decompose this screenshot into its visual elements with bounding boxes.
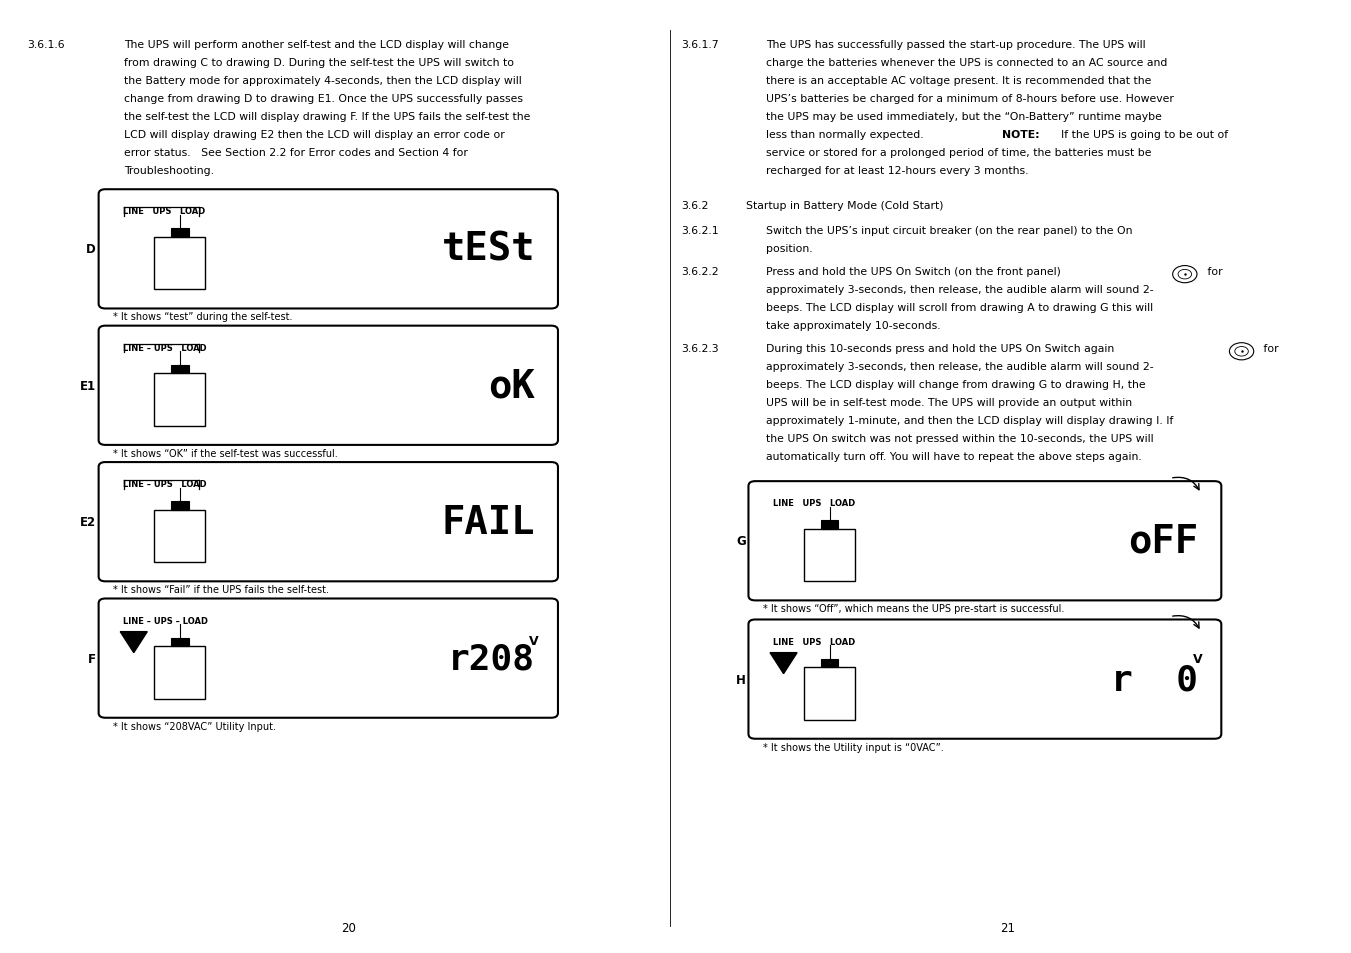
Bar xyxy=(170,365,189,374)
Text: r  0: r 0 xyxy=(1112,662,1198,697)
Text: oFF: oFF xyxy=(1128,522,1198,560)
Text: The UPS has successfully passed the start-up procedure. The UPS will: The UPS has successfully passed the star… xyxy=(766,40,1146,50)
Text: beeps. The LCD display will change from drawing G to drawing H, the: beeps. The LCD display will change from … xyxy=(766,379,1146,390)
Text: service or stored for a prolonged period of time, the batteries must be: service or stored for a prolonged period… xyxy=(766,148,1151,157)
Text: LINE – UPS – LOAD: LINE – UPS – LOAD xyxy=(123,616,208,625)
Text: D: D xyxy=(86,243,96,256)
Text: UPS’s batteries be charged for a minimum of 8-hours before use. However: UPS’s batteries be charged for a minimum… xyxy=(766,93,1174,104)
Text: less than normally expected.: less than normally expected. xyxy=(766,130,931,139)
Text: LINE   UPS   LOAD: LINE UPS LOAD xyxy=(773,498,855,508)
FancyBboxPatch shape xyxy=(748,481,1221,600)
Text: * It shows the Utility input is “0VAC”.: * It shows the Utility input is “0VAC”. xyxy=(763,741,944,752)
Text: NOTE:: NOTE: xyxy=(1002,130,1040,139)
Text: LINE   UPS   LOAD: LINE UPS LOAD xyxy=(773,637,855,646)
Text: 3.6.2: 3.6.2 xyxy=(681,200,708,211)
FancyBboxPatch shape xyxy=(99,598,558,718)
Text: the UPS On switch was not pressed within the 10-seconds, the UPS will: the UPS On switch was not pressed within… xyxy=(766,434,1154,443)
Text: 3.6.1.7: 3.6.1.7 xyxy=(681,40,719,50)
Text: Startup in Battery Mode (Cold Start): Startup in Battery Mode (Cold Start) xyxy=(746,200,943,211)
Text: 3.6.2.2: 3.6.2.2 xyxy=(681,267,719,276)
Text: UPS will be in self-test mode. The UPS will provide an output within: UPS will be in self-test mode. The UPS w… xyxy=(766,397,1132,408)
Text: LINE – UPS   LOAD: LINE – UPS LOAD xyxy=(123,479,207,489)
Bar xyxy=(170,229,189,237)
Text: approximately 3-seconds, then release, the audible alarm will sound 2-: approximately 3-seconds, then release, t… xyxy=(766,285,1154,294)
Text: r208: r208 xyxy=(449,641,535,676)
Text: error status.   See Section 2.2 for Error codes and Section 4 for: error status. See Section 2.2 for Error … xyxy=(124,148,469,157)
Bar xyxy=(154,237,205,290)
Text: 3.6.2.1: 3.6.2.1 xyxy=(681,226,719,235)
Polygon shape xyxy=(120,632,147,653)
Text: charge the batteries whenever the UPS is connected to an AC source and: charge the batteries whenever the UPS is… xyxy=(766,58,1167,68)
Text: H: H xyxy=(736,673,746,686)
Text: F: F xyxy=(88,652,96,665)
Text: oK: oK xyxy=(488,367,535,405)
FancyBboxPatch shape xyxy=(99,190,558,309)
Text: tESt: tESt xyxy=(442,231,535,269)
Text: * It shows “test” during the self-test.: * It shows “test” during the self-test. xyxy=(113,312,293,322)
Text: 3.6.1.6: 3.6.1.6 xyxy=(27,40,65,50)
FancyBboxPatch shape xyxy=(99,462,558,581)
Bar xyxy=(170,638,189,646)
Polygon shape xyxy=(770,653,797,674)
Text: take approximately 10-seconds.: take approximately 10-seconds. xyxy=(766,320,940,331)
Text: * It shows “Off”, which means the UPS pre-start is successful.: * It shows “Off”, which means the UPS pr… xyxy=(763,603,1065,614)
Bar xyxy=(820,520,839,529)
Text: approximately 1-minute, and then the LCD display will display drawing I. If: approximately 1-minute, and then the LCD… xyxy=(766,416,1174,425)
Text: * It shows “OK” if the self-test was successful.: * It shows “OK” if the self-test was suc… xyxy=(113,448,338,458)
Bar xyxy=(804,667,855,720)
Text: Switch the UPS’s input circuit breaker (on the rear panel) to the On: Switch the UPS’s input circuit breaker (… xyxy=(766,226,1132,235)
Text: The UPS will perform another self-test and the LCD display will change: The UPS will perform another self-test a… xyxy=(124,40,509,50)
Text: the Battery mode for approximately 4-seconds, then the LCD display will: the Battery mode for approximately 4-sec… xyxy=(124,76,521,86)
Text: G: G xyxy=(736,535,746,548)
Text: 21: 21 xyxy=(1000,921,1016,934)
Text: During this 10-seconds press and hold the UPS On Switch again: During this 10-seconds press and hold th… xyxy=(766,344,1115,354)
Text: position.: position. xyxy=(766,244,813,253)
Text: for: for xyxy=(1204,267,1223,276)
Text: E1: E1 xyxy=(80,379,96,393)
Text: beeps. The LCD display will scroll from drawing A to drawing G this will: beeps. The LCD display will scroll from … xyxy=(766,303,1154,313)
Text: * It shows “208VAC” Utility Input.: * It shows “208VAC” Utility Input. xyxy=(113,720,277,731)
FancyBboxPatch shape xyxy=(99,326,558,445)
Bar xyxy=(154,646,205,699)
Text: 20: 20 xyxy=(340,921,357,934)
Text: Press and hold the UPS On Switch (on the front panel): Press and hold the UPS On Switch (on the… xyxy=(766,267,1061,276)
Text: the UPS may be used immediately, but the “On-Battery” runtime maybe: the UPS may be used immediately, but the… xyxy=(766,112,1162,122)
Text: automatically turn off. You will have to repeat the above steps again.: automatically turn off. You will have to… xyxy=(766,452,1142,461)
Text: change from drawing D to drawing E1. Once the UPS successfully passes: change from drawing D to drawing E1. Onc… xyxy=(124,93,523,104)
Bar xyxy=(154,374,205,426)
Text: there is an acceptable AC voltage present. It is recommended that the: there is an acceptable AC voltage presen… xyxy=(766,76,1151,86)
Bar xyxy=(804,529,855,581)
Text: recharged for at least 12-hours every 3 months.: recharged for at least 12-hours every 3 … xyxy=(766,166,1028,175)
Text: FAIL: FAIL xyxy=(442,503,535,541)
Text: V: V xyxy=(1193,652,1202,665)
Bar xyxy=(170,501,189,510)
Bar xyxy=(154,510,205,562)
Text: If the UPS is going to be out of: If the UPS is going to be out of xyxy=(1054,130,1228,139)
Text: * It shows “Fail” if the UPS fails the self-test.: * It shows “Fail” if the UPS fails the s… xyxy=(113,584,330,595)
Bar xyxy=(820,659,839,667)
Text: V: V xyxy=(530,635,539,647)
Text: Troubleshooting.: Troubleshooting. xyxy=(124,166,215,175)
Text: for: for xyxy=(1260,344,1279,354)
Text: from drawing C to drawing D. During the self-test the UPS will switch to: from drawing C to drawing D. During the … xyxy=(124,58,515,68)
Text: E2: E2 xyxy=(80,516,96,529)
FancyBboxPatch shape xyxy=(748,619,1221,739)
Text: the self-test the LCD will display drawing F. If the UPS fails the self-test the: the self-test the LCD will display drawi… xyxy=(124,112,531,122)
Text: 3.6.2.3: 3.6.2.3 xyxy=(681,344,719,354)
Text: approximately 3-seconds, then release, the audible alarm will sound 2-: approximately 3-seconds, then release, t… xyxy=(766,362,1154,372)
Text: LINE – UPS   LOAD: LINE – UPS LOAD xyxy=(123,343,207,353)
Text: LCD will display drawing E2 then the LCD will display an error code or: LCD will display drawing E2 then the LCD… xyxy=(124,130,505,139)
Text: LINE   UPS   LOAD: LINE UPS LOAD xyxy=(123,207,205,216)
